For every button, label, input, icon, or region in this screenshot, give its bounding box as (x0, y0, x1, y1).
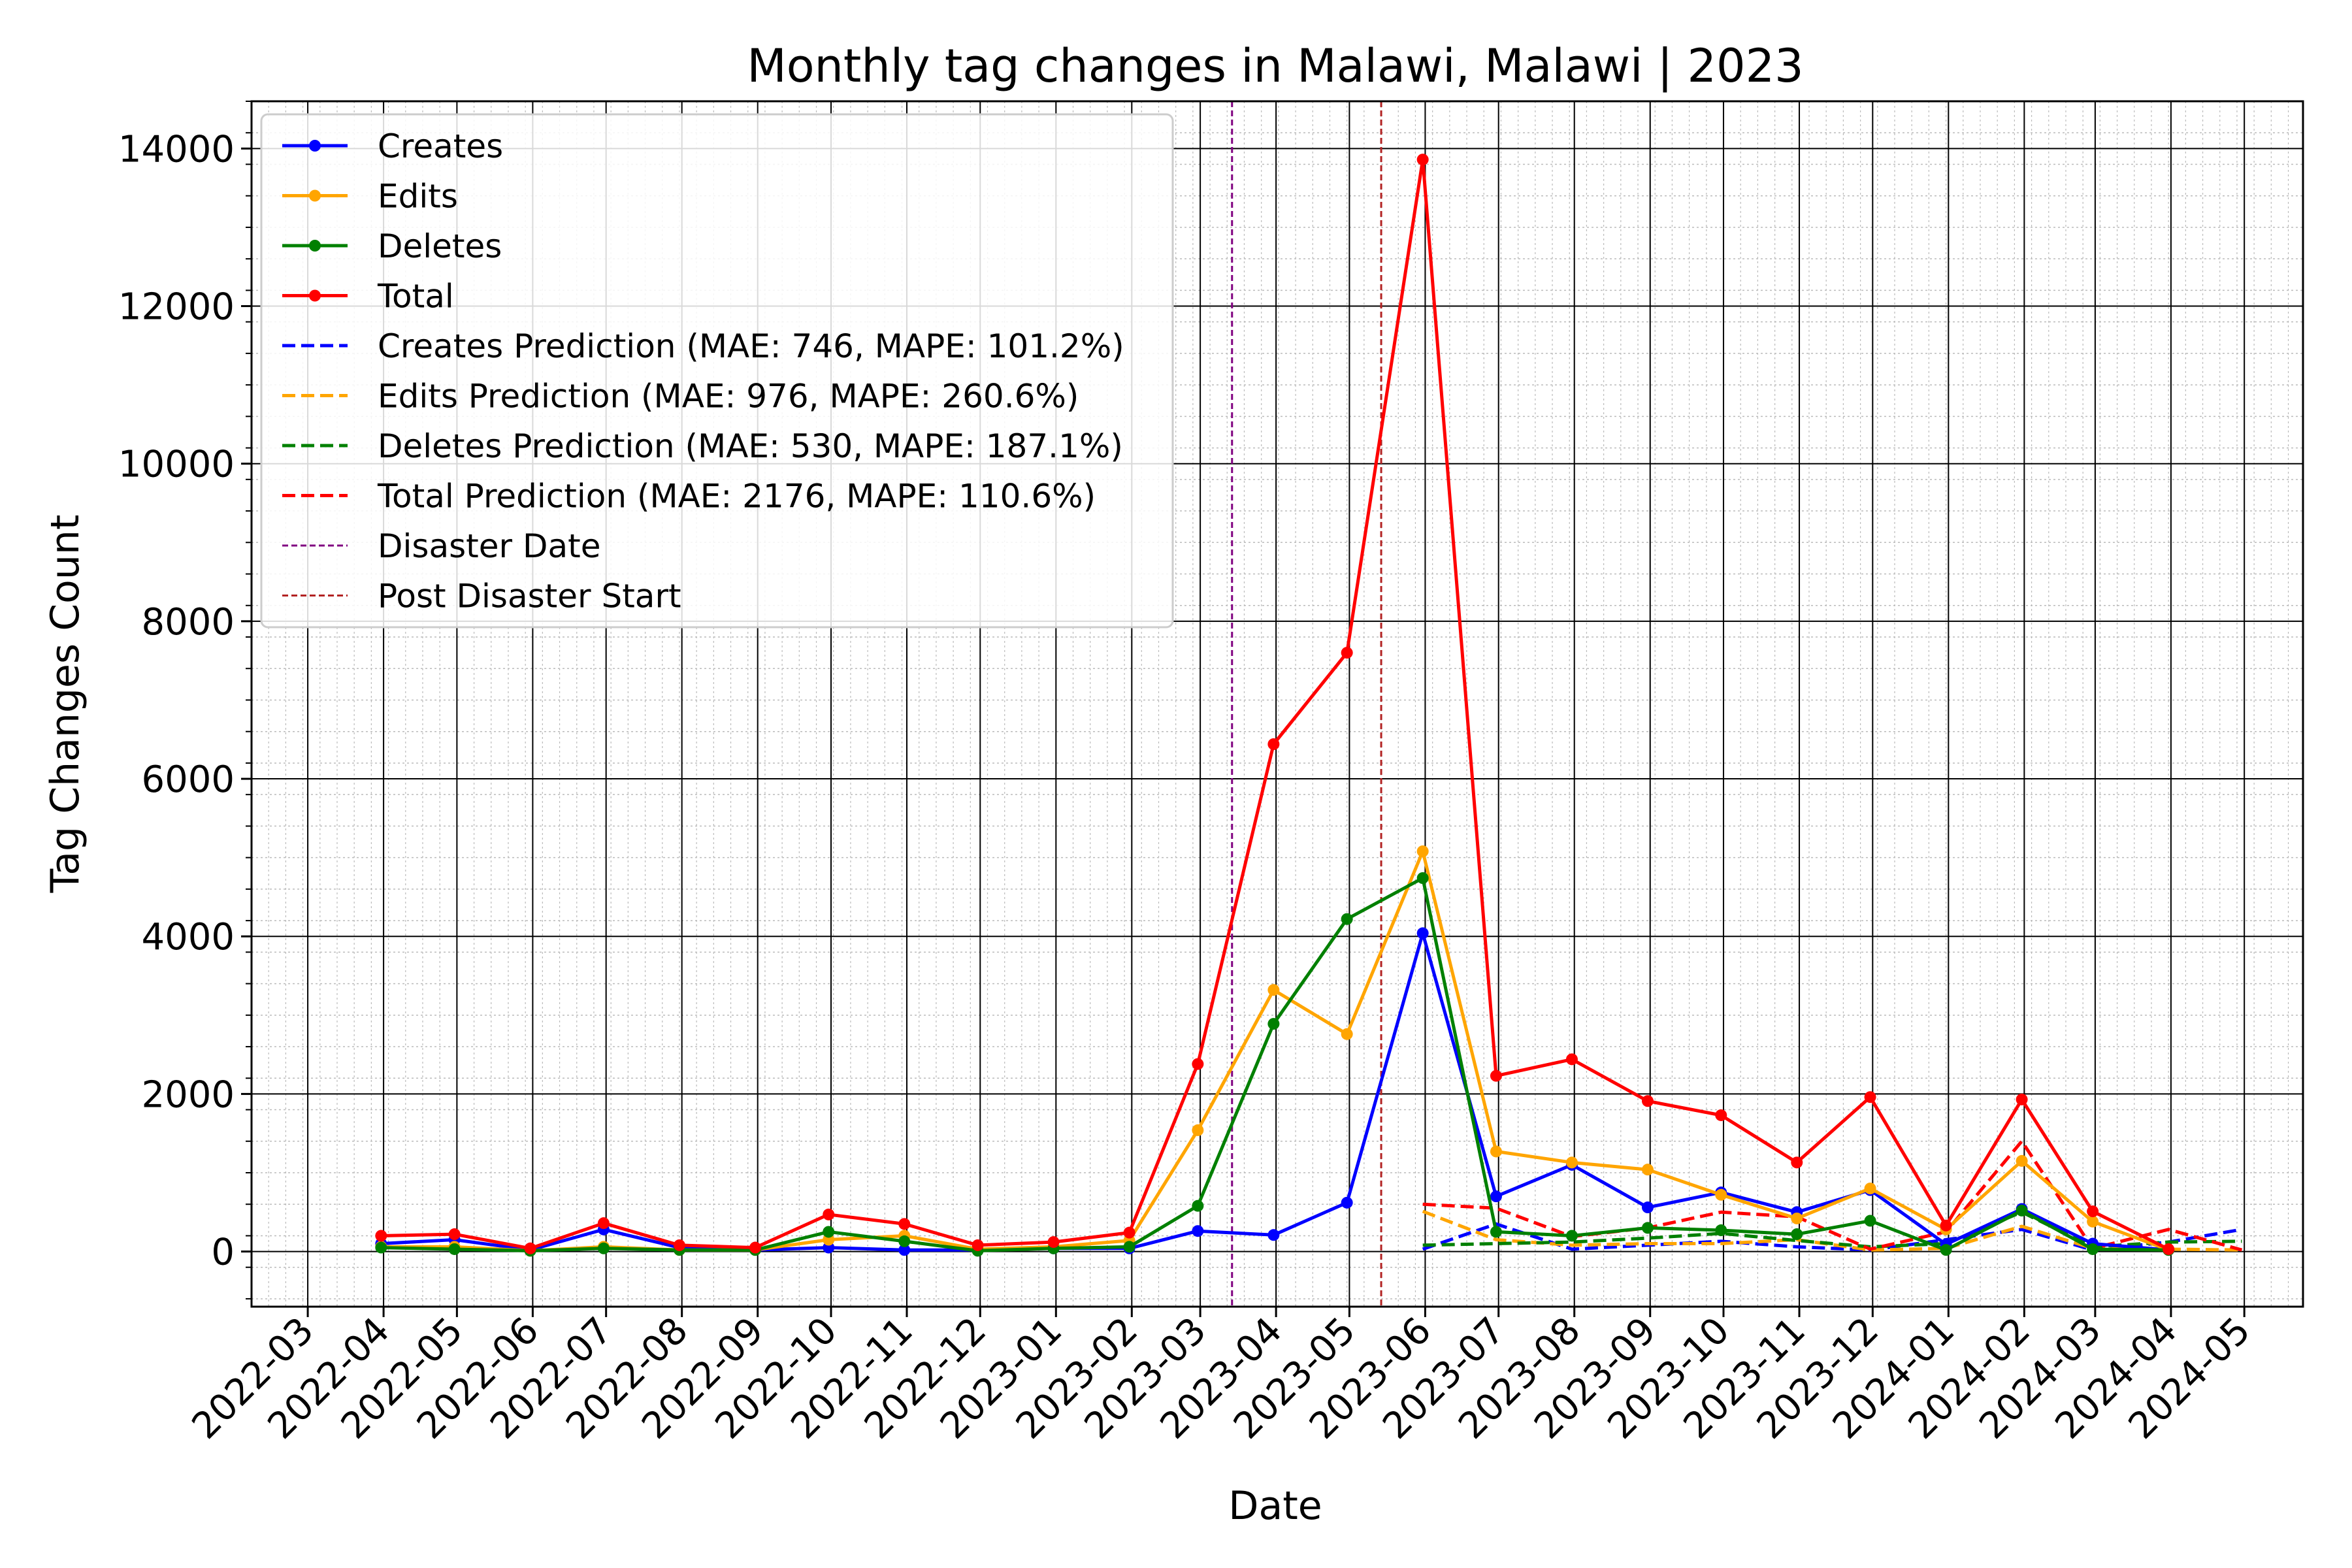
data-point (1267, 1229, 1280, 1241)
data-point (597, 1242, 610, 1254)
legend-marker (309, 240, 321, 252)
data-point (1490, 1226, 1502, 1238)
data-point (1123, 1241, 1135, 1253)
data-point (2087, 1215, 2099, 1228)
series-line (1422, 1210, 2242, 1249)
data-point (1715, 1109, 1727, 1121)
data-point (1940, 1244, 1952, 1256)
data-point (2016, 1154, 2028, 1167)
data-point (1864, 1091, 1876, 1103)
legend-label: Disaster Date (378, 527, 600, 565)
y-tick-label: 0 (211, 1232, 235, 1274)
data-point (524, 1242, 536, 1254)
data-point (898, 1218, 911, 1230)
data-point (1123, 1226, 1135, 1239)
data-point (1267, 1018, 1280, 1030)
data-point (1641, 1201, 1654, 1214)
data-point (597, 1217, 610, 1230)
data-point (1715, 1224, 1727, 1237)
chart-title: Monthly tag changes in Malawi, Malawi | … (747, 39, 1803, 93)
legend-label: Edits (378, 178, 458, 216)
data-point (1791, 1228, 1803, 1241)
y-axis: 0 2000 4000 6000 8000 10000 12000 14000 (118, 101, 252, 1299)
data-point (1490, 1145, 1502, 1158)
data-point (2087, 1243, 2099, 1255)
y-tick-label: 12000 (118, 286, 235, 329)
legend-box (260, 113, 1174, 629)
legend-label: Total (377, 278, 454, 316)
data-point (1565, 1053, 1578, 1066)
legend-marker (309, 189, 321, 202)
legend-label: Creates (378, 127, 503, 165)
data-point (1416, 927, 1429, 939)
legend-marker (309, 140, 321, 152)
data-point (1267, 984, 1280, 996)
data-point (1791, 1156, 1803, 1169)
data-point (1490, 1070, 1502, 1082)
data-point (1192, 1225, 1204, 1237)
data-point (972, 1239, 984, 1251)
legend: Creates Edits Deletes Total Creates Predicti… (260, 113, 1174, 629)
legend-label: Deletes Prediction (MAE: 530, MAPE: 187.… (378, 427, 1123, 465)
data-point (1192, 1058, 1204, 1070)
data-point (1641, 1164, 1654, 1176)
y-tick-label: 10000 (118, 444, 235, 486)
series-layer (375, 154, 2243, 1257)
data-point (898, 1244, 911, 1256)
data-point (898, 1235, 911, 1247)
data-point (1641, 1095, 1654, 1107)
data-point (1341, 647, 1353, 659)
x-axis-label: Date (1228, 1483, 1322, 1529)
legend-label: Deletes (378, 227, 502, 265)
data-point (823, 1208, 835, 1220)
data-point (1864, 1215, 1876, 1227)
series-line (1422, 1209, 2242, 1252)
data-point (1940, 1219, 1952, 1232)
data-point (448, 1243, 461, 1255)
data-point (1641, 1222, 1654, 1234)
data-point (673, 1239, 685, 1251)
data-point (823, 1226, 835, 1238)
data-point (1791, 1212, 1803, 1224)
data-point (2016, 1093, 2028, 1105)
plot-area-frame (250, 100, 2304, 1308)
data-point (375, 1230, 387, 1242)
data-point (1192, 1124, 1204, 1136)
y-tick-label: 4000 (141, 916, 235, 958)
data-point (1267, 738, 1280, 750)
y-tick-label: 6000 (141, 759, 235, 801)
data-point (2163, 1243, 2175, 1255)
data-point (1416, 872, 1429, 884)
data-point (1565, 1156, 1578, 1169)
data-point (2087, 1205, 2099, 1218)
data-point (749, 1241, 761, 1254)
data-point (375, 1241, 387, 1254)
y-axis-label: Tag Changes Count (42, 515, 88, 894)
data-point (1047, 1236, 1060, 1249)
data-point (1192, 1200, 1204, 1212)
data-point (1341, 913, 1353, 925)
data-point (1490, 1190, 1502, 1203)
major-gridlines (252, 101, 2303, 1307)
y-tick-label: 2000 (141, 1073, 235, 1116)
data-point (1341, 1028, 1353, 1040)
data-point (1416, 845, 1429, 857)
data-point (1715, 1188, 1727, 1201)
data-point (1416, 154, 1429, 166)
y-tick-label: 14000 (118, 128, 235, 171)
legend-marker (309, 289, 321, 302)
legend-label: Total Prediction (MAE: 2176, MAPE: 110.6… (377, 478, 1096, 515)
data-point (448, 1228, 461, 1241)
legend-label: Creates Prediction (MAE: 746, MAPE: 101.… (378, 327, 1124, 365)
data-point (1565, 1230, 1578, 1242)
minor-gridlines (251, 101, 2303, 1307)
data-point (2016, 1204, 2028, 1217)
y-tick-label: 8000 (141, 601, 235, 644)
legend-label: Post Disaster Start (378, 578, 681, 615)
data-point (1864, 1183, 1876, 1195)
data-point (1341, 1196, 1353, 1209)
legend-label: Edits Prediction (MAE: 976, MAPE: 260.6%… (378, 378, 1079, 416)
